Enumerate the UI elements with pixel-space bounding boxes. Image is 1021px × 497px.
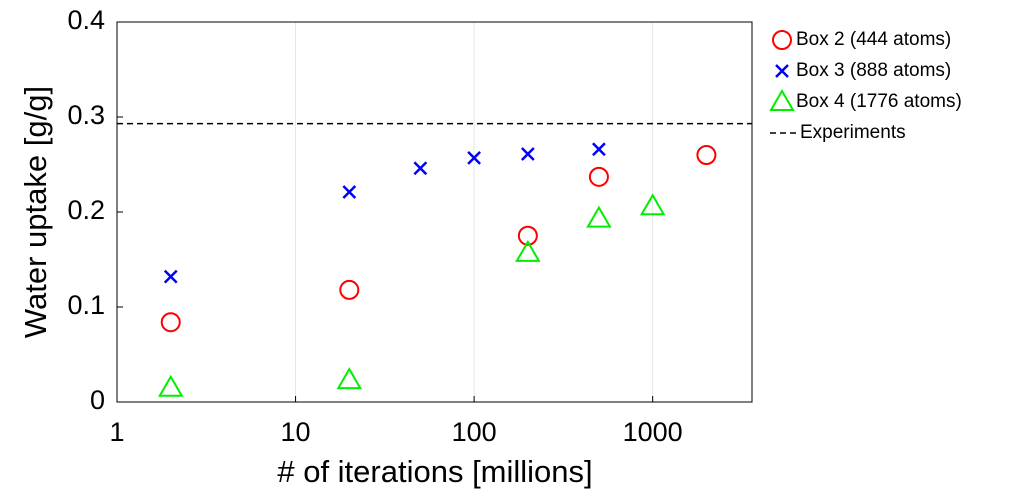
legend-label: Experiments [800,122,906,143]
marker-x [163,269,178,284]
marker-x [342,185,357,199]
marker-triangle [586,205,612,228]
series [158,193,666,397]
marker-triangle [515,239,541,262]
y-tick-label: 0.3 [67,100,105,130]
plot-frame [116,21,753,403]
series [163,142,606,284]
legend-label: Box 3 (888 atoms) [796,60,951,81]
y-tick-label: 0.2 [67,195,105,225]
y-tick-label: 0.1 [67,290,105,320]
marker-circle [588,166,609,187]
marker-circle [160,312,181,333]
marker-triangle [769,89,795,111]
marker-x [592,142,606,157]
y-tick-label: 0 [90,385,105,415]
legend-label: Box 2 (444 atoms) [796,29,951,50]
marker-triangle [336,367,363,390]
marker-circle [696,145,717,165]
marker-x [467,150,481,165]
marker-circle [339,279,360,300]
x-axis-label: # of iterations [millions] [277,454,592,489]
marker-x [520,147,535,161]
marker-x [413,161,428,176]
y-tick-label: 0.4 [67,5,105,35]
plot-area [117,22,752,402]
marker-x [775,64,789,78]
x-tick-label: 10 [281,417,311,447]
marker-circle [772,30,792,50]
x-tick-label: 1 [109,417,124,447]
series [160,145,717,333]
x-tick-label: 100 [452,417,497,447]
marker-circle [517,225,538,246]
legend-label: Box 4 (1776 atoms) [796,91,962,112]
marker-triangle [158,374,184,397]
y-axis-label: Water uptake [g/g] [18,86,53,338]
marker-triangle [639,193,666,216]
x-tick-label: 1000 [623,417,683,447]
